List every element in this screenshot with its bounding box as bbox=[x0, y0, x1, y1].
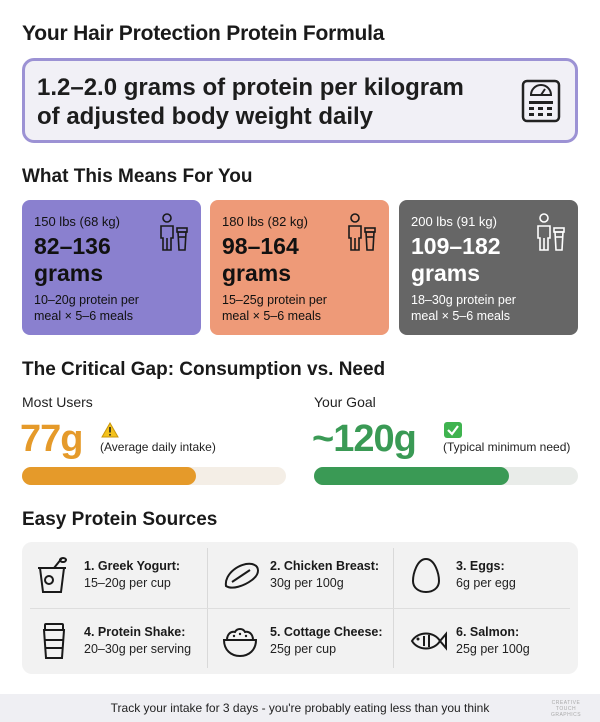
formula-text: 1.2–2.0 grams of protein per kilogram of… bbox=[37, 73, 464, 131]
goal-bar-track bbox=[314, 467, 578, 485]
source-protein-shake: 4. Protein Shake: 20–30g per serving bbox=[22, 608, 207, 674]
page-title: Your Hair Protection Protein Formula bbox=[22, 22, 385, 45]
goal-note: (Typical minimum need) bbox=[443, 440, 571, 454]
footer-bar: Track your intake for 3 days - you're pr… bbox=[0, 694, 600, 722]
goal-bar-fill bbox=[314, 467, 510, 485]
source-greek-yogurt: 1. Greek Yogurt: 15–20g per cup bbox=[22, 542, 207, 608]
source-amount: 25g per cup bbox=[270, 642, 337, 656]
source-eggs: 3. Eggs: 6g per egg bbox=[394, 542, 579, 608]
card-grams: 82–136 grams bbox=[34, 233, 111, 287]
card-note-line-2: meal × 5–6 meals bbox=[34, 309, 134, 323]
source-title: 4. Protein Shake: bbox=[84, 625, 186, 639]
person-shaker-icon bbox=[537, 213, 565, 251]
warning-icon bbox=[101, 422, 119, 438]
card-note: 10–20g protein per meal × 5–6 meals bbox=[34, 292, 139, 324]
users-bar-fill bbox=[22, 467, 197, 485]
card-note-line-1: 18–30g protein per bbox=[411, 293, 516, 307]
card-grams-range: 109–182 bbox=[411, 233, 501, 259]
grid-divider bbox=[30, 608, 570, 609]
footer-text: Track your intake for 3 days - you're pr… bbox=[110, 701, 490, 715]
source-title: 6. Salmon: bbox=[456, 625, 520, 639]
users-bar-track bbox=[22, 467, 286, 485]
card-weight: 200 lbs (91 kg) bbox=[411, 214, 497, 229]
card-grams-range: 82–136 bbox=[34, 233, 111, 259]
formula-box: 1.2–2.0 grams of protein per kilogram of… bbox=[22, 58, 578, 143]
weight-card-150: 150 lbs (68 kg) 82–136 grams 10–20g prot… bbox=[22, 200, 201, 335]
means-heading: What This Means For You bbox=[22, 166, 253, 187]
users-note: (Average daily intake) bbox=[100, 440, 216, 454]
card-grams: 109–182 grams bbox=[411, 233, 501, 287]
source-amount: 15–20g per cup bbox=[84, 576, 171, 590]
source-amount: 25g per 100g bbox=[456, 642, 530, 656]
source-cottage-cheese: 5. Cottage Cheese: 25g per cup bbox=[208, 608, 393, 674]
card-note-line-2: meal × 5–6 meals bbox=[222, 309, 322, 323]
source-title: 3. Eggs: bbox=[456, 559, 505, 573]
weight-card-180: 180 lbs (82 kg) 98–164 grams 15–25g prot… bbox=[210, 200, 389, 335]
shaker-icon bbox=[42, 623, 66, 659]
goal-label: Your Goal bbox=[314, 394, 376, 410]
bowl-icon bbox=[222, 628, 258, 658]
source-chicken-breast: 2. Chicken Breast: 30g per 100g bbox=[208, 542, 393, 608]
source-amount: 30g per 100g bbox=[270, 576, 344, 590]
source-title: 2. Chicken Breast: bbox=[270, 559, 380, 573]
card-grams-unit: grams bbox=[411, 260, 481, 286]
weight-card-200: 200 lbs (91 kg) 109–182 grams 18–30g pro… bbox=[399, 200, 578, 335]
source-title: 5. Cottage Cheese: bbox=[270, 625, 383, 639]
card-note-line-1: 15–25g protein per bbox=[222, 293, 327, 307]
card-weight: 150 lbs (68 kg) bbox=[34, 214, 120, 229]
source-salmon: 6. Salmon: 25g per 100g bbox=[394, 608, 579, 674]
formula-line-1: 1.2–2.0 grams of protein per kilogram bbox=[37, 74, 464, 101]
logo-line-2: GRAPHICS bbox=[550, 712, 582, 718]
card-note: 15–25g protein per meal × 5–6 meals bbox=[222, 292, 327, 324]
gap-heading: The Critical Gap: Consumption vs. Need bbox=[22, 359, 386, 380]
fish-icon bbox=[410, 631, 447, 651]
brand-logo: CREATIVE TOUCH GRAPHICS bbox=[546, 700, 586, 718]
users-label: Most Users bbox=[22, 394, 93, 410]
chicken-icon bbox=[224, 562, 259, 589]
card-note: 18–30g protein per meal × 5–6 meals bbox=[411, 292, 516, 324]
yogurt-icon bbox=[38, 557, 67, 593]
card-grams-unit: grams bbox=[34, 260, 104, 286]
sources-heading: Easy Protein Sources bbox=[22, 509, 218, 530]
formula-line-2: of adjusted body weight daily bbox=[37, 103, 374, 130]
source-amount: 6g per egg bbox=[456, 576, 516, 590]
egg-icon bbox=[411, 557, 441, 594]
sources-grid: 1. Greek Yogurt: 15–20g per cup 2. Chick… bbox=[22, 542, 578, 674]
scale-icon bbox=[521, 79, 561, 123]
card-grams-unit: grams bbox=[222, 260, 292, 286]
source-title: 1. Greek Yogurt: bbox=[84, 559, 181, 573]
logo-line-1: CREATIVE TOUCH bbox=[551, 700, 581, 712]
card-grams: 98–164 grams bbox=[222, 233, 299, 287]
check-icon bbox=[444, 422, 462, 438]
card-weight: 180 lbs (82 kg) bbox=[222, 214, 308, 229]
users-value: 77g bbox=[20, 418, 83, 460]
source-amount: 20–30g per serving bbox=[84, 642, 192, 656]
person-shaker-icon bbox=[348, 213, 376, 251]
card-grams-range: 98–164 bbox=[222, 233, 299, 259]
goal-value: ~120g bbox=[312, 418, 417, 460]
card-note-line-2: meal × 5–6 meals bbox=[411, 309, 511, 323]
card-note-line-1: 10–20g protein per bbox=[34, 293, 139, 307]
person-shaker-icon bbox=[160, 213, 188, 251]
